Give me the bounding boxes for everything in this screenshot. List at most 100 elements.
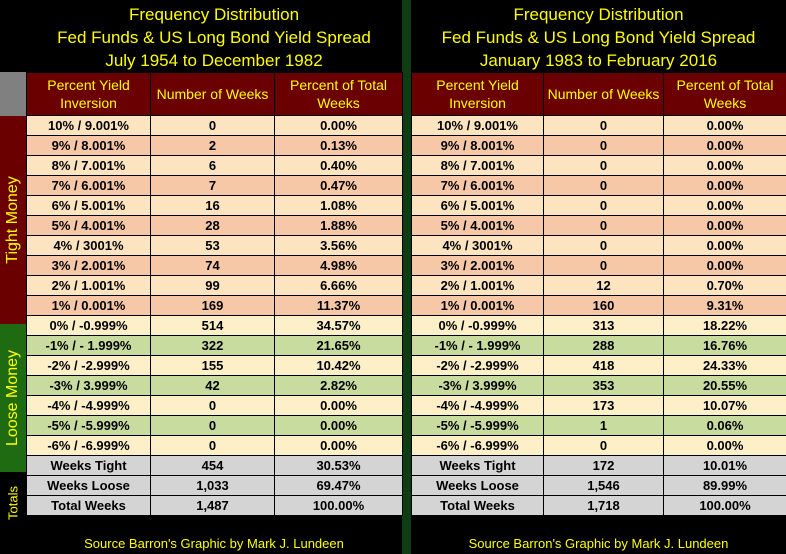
table-cell: 2% / 1.001% (411, 275, 544, 296)
left-frequency-table: Percent Yield Inversion Number of Weeks Pe… (26, 72, 403, 516)
table-cell: 0.00% (274, 435, 403, 456)
table-cell: Weeks Tight (411, 455, 544, 476)
tight-money-row: 6% / 5.001% 16 1.08% (26, 195, 403, 216)
table-cell: 169 (150, 295, 275, 316)
loose-money-row: 0% / -0.999% 514 34.57% (26, 315, 403, 336)
loose-money-row: -5% / -5.999% 0 0.00% (26, 415, 403, 436)
table-cell: 8% / 7.001% (411, 155, 544, 176)
tight-money-row: 1% / 0.001% 169 11.37% (26, 295, 403, 316)
right-title-line-2: Fed Funds & US Long Bond Yield Spread (441, 28, 756, 47)
tight-money-row: 10% / 9.001% 0 0.00% (26, 115, 403, 136)
table-cell: 10.01% (663, 455, 786, 476)
column-header: Percent of Total Weeks (274, 72, 403, 116)
table-cell: 155 (150, 355, 275, 376)
table-cell: 1 (543, 415, 664, 436)
table-cell: 9.31% (663, 295, 786, 316)
loose-money-row: -1% / - 1.999% 322 21.65% (26, 335, 403, 356)
table-cell: 4% / 3001% (411, 235, 544, 256)
table-cell: 8% / 7.001% (26, 155, 151, 176)
tight-money-row: 2% / 1.001% 12 0.70% (411, 275, 786, 296)
table-cell: -6% / -6.999% (411, 435, 544, 456)
table-cell: 1,546 (543, 475, 664, 496)
table-cell: 0 (543, 235, 664, 256)
tight-money-row: 8% / 7.001% 6 0.40% (26, 155, 403, 176)
totals-row: Total Weeks 1,718 100.00% (411, 495, 786, 516)
totals-row: Weeks Tight 454 30.53% (26, 455, 403, 476)
left-footer: Source Barron's Graphic by Mark J. Lunde… (84, 536, 344, 551)
table-cell: 0 (150, 415, 275, 436)
loose-money-row: -1% / - 1.999% 288 16.76% (411, 335, 786, 356)
table-cell: 0.00% (663, 255, 786, 276)
table-cell: 3% / 2.001% (411, 255, 544, 276)
table-cell: 2.82% (274, 375, 403, 396)
table-cell: 6.66% (274, 275, 403, 296)
table-cell: 42 (150, 375, 275, 396)
table-cell: Total Weeks (26, 495, 151, 516)
table-cell: 0 (150, 395, 275, 416)
table-cell: 89.99% (663, 475, 786, 496)
table-cell: 1% / 0.001% (411, 295, 544, 316)
column-header: Percent Yield Inversion (411, 72, 544, 116)
table-cell: 30.53% (274, 455, 403, 476)
right-table-body: Percent Yield Inversion Number of Weeks Pe… (411, 72, 786, 516)
totals-row: Total Weeks 1,487 100.00% (26, 495, 403, 516)
table-cell: 9% / 8.001% (26, 135, 151, 156)
table-cell: 172 (543, 455, 664, 476)
table-cell: 16 (150, 195, 275, 216)
totals-row: Weeks Tight 172 10.01% (411, 455, 786, 476)
table-cell: 0.00% (274, 395, 403, 416)
table-cell: 514 (150, 315, 275, 336)
table-cell: 74 (150, 255, 275, 276)
table-cell: 21.65% (274, 335, 403, 356)
table-cell: 100.00% (274, 495, 403, 516)
table-cell: 0% / -0.999% (411, 315, 544, 336)
table-cell: 1,033 (150, 475, 275, 496)
header-row: Percent Yield Inversion Number of Weeks Pe… (411, 72, 786, 116)
tight-money-row: 9% / 8.001% 2 0.13% (26, 135, 403, 156)
table-cell: 16.76% (663, 335, 786, 356)
table-cell: 0.00% (663, 135, 786, 156)
table-cell: 0.13% (274, 135, 403, 156)
side-label-loose: Loose Money (0, 324, 26, 472)
table-cell: 18.22% (663, 315, 786, 336)
tight-money-row: 10% / 9.001% 0 0.00% (411, 115, 786, 136)
table-cell: 28 (150, 215, 275, 236)
table-cell: 313 (543, 315, 664, 336)
table-cell: 0 (150, 435, 275, 456)
loose-money-row: 0% / -0.999% 313 18.22% (411, 315, 786, 336)
side-label-loose-text: Loose Money (4, 349, 21, 447)
table-cell: 10% / 9.001% (411, 115, 544, 136)
table-cell: 7% / 6.001% (26, 175, 151, 196)
table-cell: 0% / -0.999% (26, 315, 151, 336)
table-cell: Weeks Loose (26, 475, 151, 496)
table-cell: 24.33% (663, 355, 786, 376)
loose-money-row: -6% / -6.999% 0 0.00% (411, 435, 786, 456)
table-cell: 99 (150, 275, 275, 296)
side-label-tight-text: Tight Money (4, 176, 21, 264)
tight-money-row: 1% / 0.001% 160 9.31% (411, 295, 786, 316)
table-cell: 0.70% (663, 275, 786, 296)
left-title: Frequency Distribution Fed Funds & US Lo… (26, 3, 402, 72)
table-cell: 1.08% (274, 195, 403, 216)
totals-row: Weeks Loose 1,546 89.99% (411, 475, 786, 496)
table-cell: 2 (150, 135, 275, 156)
table-cell: 9% / 8.001% (411, 135, 544, 156)
table-cell: 0 (543, 215, 664, 236)
table-cell: -6% / -6.999% (26, 435, 151, 456)
loose-money-row: -3% / 3.999% 42 2.82% (26, 375, 403, 396)
side-label-tight: Tight Money (0, 116, 26, 324)
loose-money-row: -4% / -4.999% 173 10.07% (411, 395, 786, 416)
table-cell: -5% / -5.999% (26, 415, 151, 436)
left-table-body: Percent Yield Inversion Number of Weeks Pe… (26, 72, 403, 516)
table-cell: -5% / -5.999% (411, 415, 544, 436)
table-cell: 1.88% (274, 215, 403, 236)
table-cell: 6 (150, 155, 275, 176)
table-cell: 7 (150, 175, 275, 196)
table-cell: -1% / - 1.999% (26, 335, 151, 356)
tight-money-row: 4% / 3001% 0 0.00% (411, 235, 786, 256)
tight-money-row: 8% / 7.001% 0 0.00% (411, 155, 786, 176)
table-cell: 11.37% (274, 295, 403, 316)
left-title-line-3: July 1954 to December 1982 (105, 51, 323, 70)
table-cell: 2% / 1.001% (26, 275, 151, 296)
table-cell: 5% / 4.001% (411, 215, 544, 236)
